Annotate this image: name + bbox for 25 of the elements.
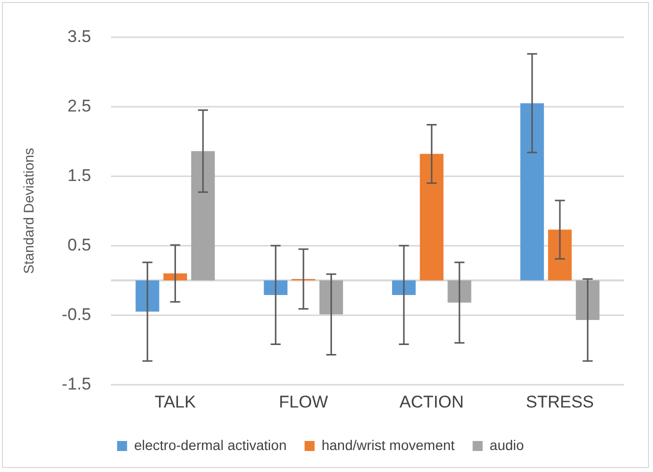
bar xyxy=(319,280,344,314)
bar xyxy=(420,154,444,280)
bar xyxy=(576,280,600,320)
y-tick-label: 3.5 xyxy=(67,26,92,46)
y-tick-label: -1.5 xyxy=(62,374,92,394)
x-tick-label: ACTION xyxy=(400,392,464,412)
legend-label: audio xyxy=(490,436,524,453)
bar xyxy=(548,230,572,280)
x-tick-label: FLOW xyxy=(278,392,328,412)
x-tick-label: STRESS xyxy=(526,392,594,412)
bar xyxy=(163,273,188,280)
x-tick-label: TALK xyxy=(154,392,196,412)
y-tick-label: 0.5 xyxy=(67,235,92,254)
bar xyxy=(520,103,544,280)
bar xyxy=(392,280,416,295)
y-tick-label: 2.5 xyxy=(67,96,92,116)
bar xyxy=(448,280,472,303)
legend-label: hand/wrist movement xyxy=(322,436,455,453)
y-tick-label: 1.5 xyxy=(67,166,92,185)
legend-label: electro-dermal activation xyxy=(134,436,287,453)
y-tick-label: -0.5 xyxy=(62,304,92,324)
y-axis-title: Standard Deviations xyxy=(20,148,36,274)
bar xyxy=(264,280,288,295)
bar xyxy=(136,280,160,312)
bar xyxy=(191,151,215,280)
